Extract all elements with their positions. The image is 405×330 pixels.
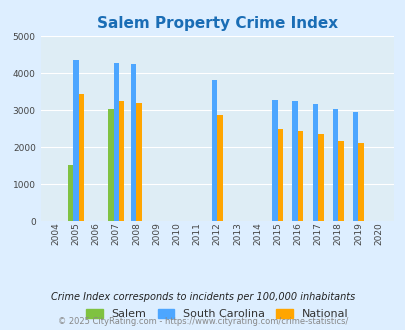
Title: Salem Property Crime Index: Salem Property Crime Index [96, 16, 337, 31]
Bar [211, 80, 217, 221]
Bar [113, 63, 119, 221]
Bar [352, 113, 358, 221]
Bar [68, 165, 73, 221]
Text: © 2025 CityRating.com - https://www.cityrating.com/crime-statistics/: © 2025 CityRating.com - https://www.city… [58, 317, 347, 326]
Bar [108, 109, 113, 221]
Bar [272, 100, 277, 221]
Bar [73, 60, 79, 221]
Bar [318, 134, 323, 221]
Bar [217, 115, 222, 221]
Legend: Salem, South Carolina, National: Salem, South Carolina, National [81, 304, 352, 324]
Bar [277, 129, 283, 221]
Bar [297, 131, 303, 221]
Bar [119, 101, 124, 221]
Bar [136, 103, 142, 221]
Bar [292, 101, 297, 221]
Bar [79, 94, 84, 221]
Bar [131, 64, 136, 221]
Bar [332, 109, 337, 221]
Bar [337, 141, 343, 221]
Bar [312, 104, 318, 221]
Text: Crime Index corresponds to incidents per 100,000 inhabitants: Crime Index corresponds to incidents per… [51, 292, 354, 302]
Bar [358, 143, 363, 221]
